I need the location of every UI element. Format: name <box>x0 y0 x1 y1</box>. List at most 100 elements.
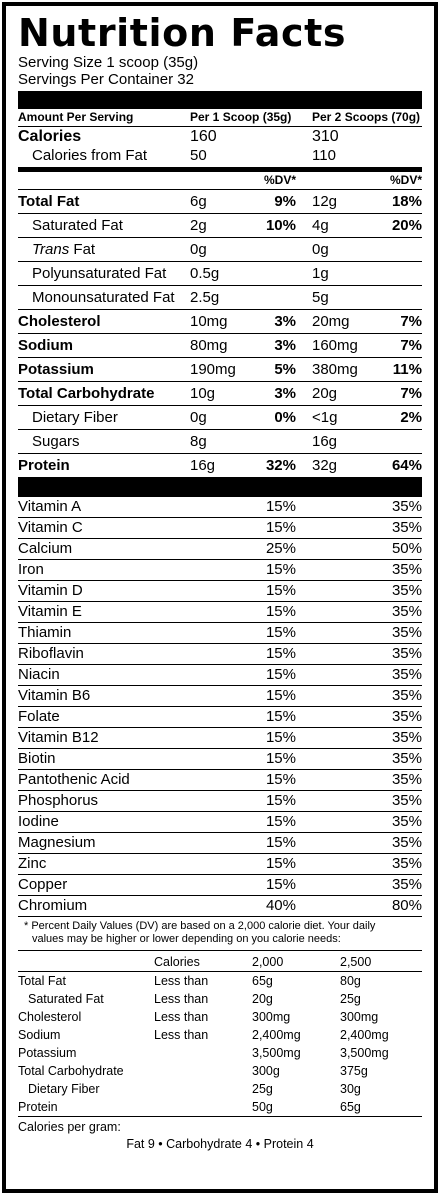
dv-header-row: %DV* %DV* <box>18 172 422 190</box>
vitamin-label: Phosphorus <box>18 792 99 809</box>
amount-2: 380mg <box>312 361 358 378</box>
amount-1: 10mg <box>190 313 228 330</box>
dv-1: 3% <box>274 385 296 402</box>
amount-1: 190mg <box>190 361 236 378</box>
footer-2000-value: 300g <box>252 1064 280 1078</box>
vitamin-label: Pantothenic Acid <box>18 771 130 788</box>
footer-2000-value: 25g <box>252 1082 273 1096</box>
vitamin-dv-2: 35% <box>391 498 422 515</box>
nutrient-label: Polyunsaturated Fat <box>32 265 167 282</box>
footer-2000-value: 20g <box>252 992 273 1006</box>
footer-label: Total Fat <box>18 974 66 988</box>
amount-2: 4g <box>312 217 329 234</box>
amount-1: 16g <box>190 457 216 474</box>
footer-label: Dietary Fiber <box>28 1082 100 1096</box>
vitamin-dv-2: 35% <box>391 792 422 809</box>
calories-row: Calories 160 310 <box>18 127 422 146</box>
amount-2: 12g <box>312 193 338 210</box>
nutrient-label: Potassium <box>18 361 94 378</box>
amount-2: 1g <box>312 265 329 282</box>
vitamin-row: Riboflavin 15% 35% <box>18 644 422 665</box>
footer-label: Potassium <box>18 1046 77 1060</box>
dv-2: 7% <box>400 337 422 354</box>
footer-row: Total Fat Less than 65g 80g <box>18 972 422 990</box>
vitamin-dv-2: 35% <box>391 666 422 683</box>
amount-per-serving-label: Amount Per Serving <box>18 110 134 124</box>
nutrient-row-polyunsaturated-fat: Polyunsaturated Fat 0.5g 1g <box>18 262 422 286</box>
vitamin-dv-1: 15% <box>265 687 296 704</box>
nutrient-label: Sugars <box>32 433 80 450</box>
amount-1: 0g <box>190 241 207 258</box>
footer-2500-value: 30g <box>340 1082 361 1096</box>
nutrient-row-protein: Protein 16g 32% 32g 64% <box>18 454 422 477</box>
footer-row: Saturated Fat Less than 20g 25g <box>18 990 422 1008</box>
footer-label: Sodium <box>18 1028 61 1042</box>
footer-2000: 2,000 <box>252 955 284 969</box>
vitamin-dv-1: 15% <box>265 519 296 536</box>
calories-fat-value-1: 50 <box>190 147 207 164</box>
dv-2: 7% <box>400 313 422 330</box>
vitamin-row: Vitamin D 15% 35% <box>18 581 422 602</box>
vitamin-row: Niacin 15% 35% <box>18 665 422 686</box>
panel-title: Nutrition Facts <box>18 11 347 55</box>
vitamin-dv-2: 35% <box>391 813 422 830</box>
amount-2: <1g <box>312 409 338 426</box>
footer-2500-value: 25g <box>340 992 361 1006</box>
vitamin-dv-2: 35% <box>391 519 422 536</box>
nutrient-row-sugars: Sugars 8g 16g <box>18 430 422 454</box>
footer-label: Saturated Fat <box>28 992 104 1006</box>
nutrient-row-cholesterol: Cholesterol 10mg 3% 20mg 7% <box>18 310 422 334</box>
dv-1: 5% <box>274 361 296 378</box>
amount-2: 5g <box>312 289 329 306</box>
amount-1: 6g <box>190 193 207 210</box>
nutrient-label: Monounsaturated Fat <box>32 289 175 306</box>
nutrient-label: Sodium <box>18 337 73 354</box>
trans-rest: Fat <box>69 241 96 258</box>
dv-header-1: %DV* <box>263 173 296 187</box>
vitamin-row: Chromium 40% 80% <box>18 896 422 917</box>
vitamin-dv-2: 35% <box>391 624 422 641</box>
vitamin-row: Zinc 15% 35% <box>18 854 422 875</box>
vitamin-dv-1: 15% <box>265 498 296 515</box>
amount-1: 2.5g <box>190 289 220 306</box>
vitamin-dv-1: 15% <box>265 708 296 725</box>
vitamin-dv-1: 15% <box>265 813 296 830</box>
amount-1: 0.5g <box>190 265 220 282</box>
vitamin-dv-2: 35% <box>391 582 422 599</box>
per2-header: Per 2 Scoops (70g) <box>312 110 421 124</box>
amount-1: 2g <box>190 217 207 234</box>
footer-qualifier: Less than <box>154 974 209 988</box>
amount-2: 0g <box>312 241 329 258</box>
nutrient-table: Total Fat 6g 9% 12g 18% Saturated Fat 2g… <box>18 190 422 477</box>
vitamin-dv-1: 15% <box>265 834 296 851</box>
footer-qualifier: Less than <box>154 1028 209 1042</box>
vitamin-dv-1: 15% <box>265 624 296 641</box>
dv-1: 32% <box>265 457 296 474</box>
footer-2500-value: 300mg <box>340 1010 379 1024</box>
dv-2: 7% <box>400 385 422 402</box>
vitamin-label: Vitamin D <box>18 582 83 599</box>
calories-fat-label: Calories from Fat <box>32 147 148 164</box>
vitamin-dv-1: 15% <box>265 771 296 788</box>
vitamin-dv-2: 35% <box>391 771 422 788</box>
vitamin-label: Zinc <box>18 855 47 872</box>
vitamin-label: Vitamin C <box>18 519 83 536</box>
vitamin-row: Iodine 15% 35% <box>18 812 422 833</box>
vitamin-label: Copper <box>18 876 68 893</box>
vitamin-dv-1: 15% <box>265 750 296 767</box>
vitamin-row: Vitamin A 15% 35% <box>18 497 422 518</box>
vitamin-row: Biotin 15% 35% <box>18 749 422 770</box>
footer-header-row: Calories 2,000 2,500 <box>18 953 422 972</box>
vitamin-label: Chromium <box>18 897 88 914</box>
nutrient-row-saturated-fat: Saturated Fat 2g 10% 4g 20% <box>18 214 422 238</box>
footer-row: Potassium 3,500mg 3,500mg <box>18 1044 422 1062</box>
nutrient-label: Cholesterol <box>18 313 101 330</box>
nutrient-row-total-carbohydrate: Total Carbohydrate 10g 3% 20g 7% <box>18 382 422 406</box>
serving-size: Serving Size 1 scoop (35g) <box>18 54 199 71</box>
calories-fat-row: Calories from Fat 50 110 <box>18 146 422 172</box>
vitamin-dv-1: 15% <box>265 561 296 578</box>
vitamin-label: Folate <box>18 708 60 725</box>
amount-2: 16g <box>312 433 338 450</box>
calories-label: Calories <box>18 128 82 145</box>
vitamin-dv-1: 40% <box>265 897 296 914</box>
